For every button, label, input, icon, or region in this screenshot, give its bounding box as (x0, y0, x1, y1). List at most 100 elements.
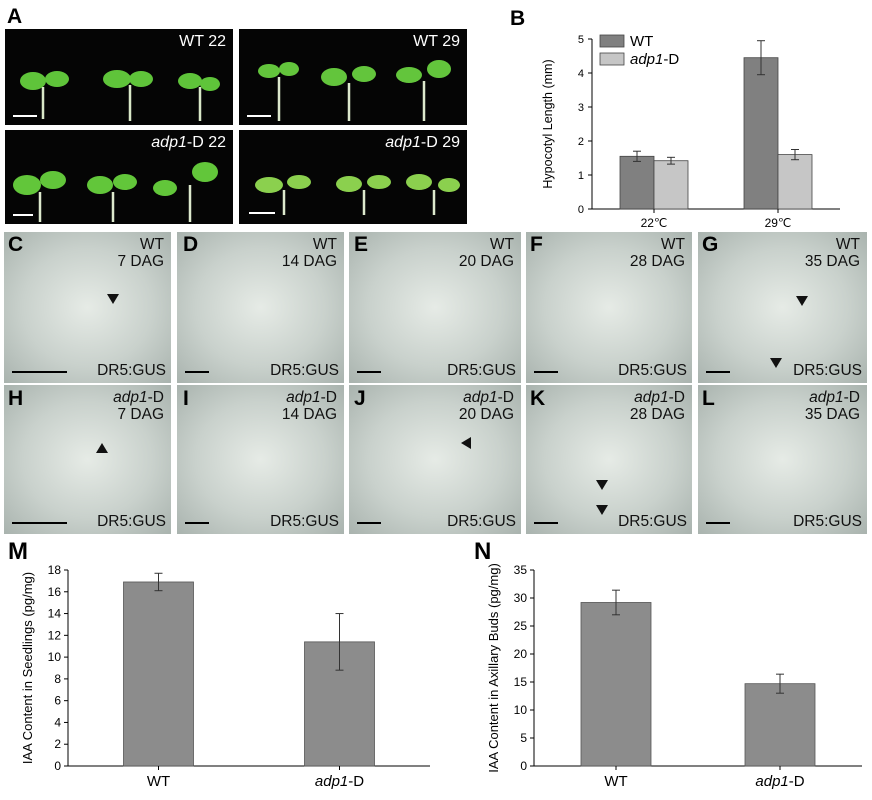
scale-bar (12, 371, 67, 373)
panel-label-d: D (183, 233, 199, 256)
photo-title: adp1-D 28 DAG (630, 389, 685, 423)
scale-bar (247, 115, 271, 117)
photo-title-suffix: -D (668, 389, 685, 406)
gene-name: adp1 (809, 389, 844, 406)
scale-bar (357, 371, 381, 373)
photo-adp1d-22: adp1-D 22 (5, 130, 233, 224)
x-tick-label: 22℃ (641, 216, 668, 229)
panel-label-e: E (354, 233, 369, 256)
y-axis-label: IAA Content in Axillary Buds (pg/mg) (486, 563, 501, 773)
seedling-illustration (255, 174, 460, 215)
scale-bar (13, 115, 37, 117)
y-tick-label: 8 (54, 672, 61, 686)
arrowhead-icon (596, 505, 608, 515)
y-tick-label: 25 (514, 619, 528, 633)
y-tick-label: 2 (54, 737, 61, 751)
y-tick-label: 3 (578, 102, 584, 114)
panel-label-n: N (474, 538, 492, 565)
gene-name: adp1 (286, 389, 321, 406)
y-tick-label: 14 (48, 607, 62, 621)
photo-adp1d-29: adp1-D 29 (239, 130, 467, 224)
reporter-label: DR5:GUS (793, 513, 862, 530)
photo-h: adp1-D 7 DAG DR5:GUS (4, 385, 171, 534)
arrowhead-icon (596, 480, 608, 490)
x-tick-label: WT (147, 773, 170, 790)
y-tick-label: 5 (578, 34, 584, 46)
y-tick-label: 10 (48, 650, 62, 664)
bar (653, 160, 689, 210)
bar (743, 57, 779, 210)
y-tick-label: 0 (54, 759, 61, 773)
y-tick-label: 0 (520, 759, 527, 773)
arrowhead-icon (770, 358, 782, 368)
bar (619, 155, 655, 210)
y-tick-label: 16 (48, 585, 62, 599)
photo-title: adp1-D 29 (385, 134, 460, 151)
iaa-seedlings-chart: 0 2 4 6 8 10 12 14 16 18 IAA Content in Seedlings … (20, 563, 430, 790)
panel-label-j: J (354, 387, 366, 410)
photo-title: adp1-D 22 (151, 134, 226, 151)
legend-swatch-adp1d (599, 52, 625, 66)
y-tick-label: 20 (514, 647, 528, 661)
y-tick-label: 30 (514, 591, 528, 605)
photo-title: adp1-D 20 DAG (459, 389, 514, 423)
photo-d: WT 14 DAG DR5:GUS (177, 232, 344, 383)
panel-label-i: I (183, 387, 189, 410)
gene-name: adp1 (151, 134, 187, 151)
photo-title-suffix: -D (320, 389, 337, 406)
photo-k: adp1-D 28 DAG DR5:GUS (526, 385, 692, 534)
photo-title: WT 35 DAG (804, 236, 860, 270)
photo-wt-29: WT 29 (239, 29, 467, 125)
y-tick-label: 15 (514, 675, 528, 689)
y-tick-label: 5 (520, 731, 527, 745)
reporter-label: DR5:GUS (447, 513, 516, 530)
y-axis-label: Hypocotyl Length (mm) (541, 59, 555, 188)
photo-title: WT 28 DAG (629, 236, 685, 270)
photo-wt-22: WT 22 (5, 29, 233, 125)
reporter-label: DR5:GUS (270, 513, 339, 530)
reporter-label: DR5:GUS (793, 362, 862, 379)
legend-label-wt: WT (630, 33, 653, 50)
photo-i: adp1-D 14 DAG DR5:GUS (177, 385, 344, 534)
photo-g: WT 35 DAG DR5:GUS (698, 232, 867, 383)
y-tick-label: 6 (54, 694, 61, 708)
panel-label-a: A (7, 5, 23, 28)
reporter-label: DR5:GUS (97, 513, 166, 530)
y-tick-label: 18 (48, 563, 62, 577)
reporter-label: DR5:GUS (270, 362, 339, 379)
panel-label-m: M (8, 538, 28, 565)
reporter-label: DR5:GUS (97, 362, 166, 379)
photo-title-dag: 20 DAG (458, 406, 514, 423)
photo-title-dag: 35 DAG (804, 406, 860, 423)
photo-e: WT 20 DAG DR5:GUS (349, 232, 521, 383)
scale-bar (706, 522, 730, 524)
panel-label-h: H (8, 387, 24, 410)
x-tick-label: 29℃ (765, 216, 792, 229)
photo-title: WT 20 DAG (458, 236, 514, 270)
y-tick-label: 0 (578, 204, 584, 216)
y-tick-label: 35 (514, 563, 528, 577)
photo-title: WT 14 DAG (281, 236, 337, 270)
iaa-axillary-buds-chart: 0 5 10 15 20 25 30 35 IAA Content in Axillary Bu… (486, 563, 862, 790)
y-tick-label: 10 (514, 703, 528, 717)
photo-title-suffix: -D (843, 389, 860, 406)
scale-bar (706, 371, 730, 373)
x-tick-label: adp1-D (755, 773, 804, 790)
photo-f: WT 28 DAG DR5:GUS (526, 232, 692, 383)
bar (580, 602, 652, 767)
panel-label-g: G (702, 233, 719, 256)
photo-j: adp1-D 20 DAG DR5:GUS (349, 385, 521, 534)
reporter-label: DR5:GUS (447, 362, 516, 379)
gene-name: adp1 (634, 389, 669, 406)
scale-bar (357, 522, 381, 524)
seedling-illustration (20, 70, 220, 121)
photo-title: WT 29 (413, 33, 460, 50)
photo-title-dag: 28 DAG (629, 406, 685, 423)
reporter-label: DR5:GUS (618, 513, 687, 530)
seedling-illustration (13, 162, 218, 222)
scale-bar (249, 212, 275, 214)
photo-title: WT 7 DAG (117, 236, 164, 270)
photo-title: adp1-D 35 DAG (805, 389, 860, 423)
y-tick-label: 2 (578, 136, 584, 148)
photo-title: adp1-D 7 DAG (113, 389, 164, 423)
